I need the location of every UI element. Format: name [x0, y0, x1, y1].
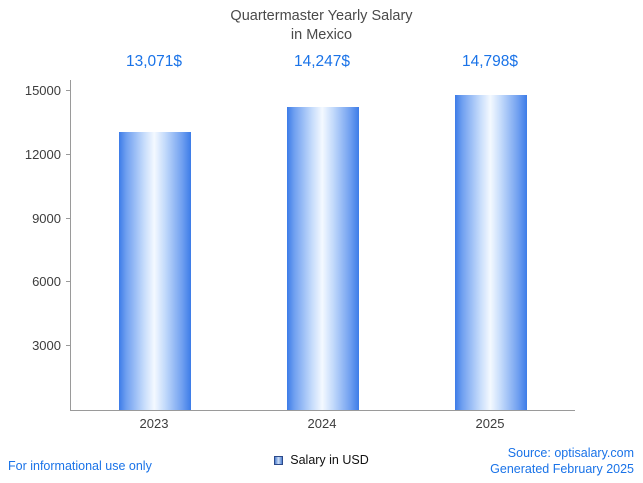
- y-tick-label: 3000: [32, 338, 61, 354]
- bar-value-label: 14,798$: [461, 53, 519, 70]
- disclaimer-text: For informational use only: [8, 459, 152, 473]
- y-tick-label: 9000: [32, 210, 61, 226]
- value-labels-row: 13,071$ 14,247$ 14,798$: [70, 53, 575, 75]
- chart-title: Quartermaster Yearly Salary in Mexico: [0, 7, 643, 45]
- bar-2025: [455, 95, 527, 410]
- y-tick-label: 12000: [24, 146, 61, 162]
- x-axis-label: 2024: [307, 416, 337, 431]
- legend-marker-icon: [274, 455, 284, 465]
- x-axis-label: 2025: [475, 416, 505, 431]
- bar-2023: [119, 132, 191, 410]
- y-tick-mark: [66, 345, 71, 347]
- bar-2024: [287, 107, 359, 410]
- bar-value-label: 14,247$: [293, 53, 351, 70]
- chart-title-line1: Quartermaster Yearly Salary: [230, 8, 413, 24]
- source-info: Source: optisalary.com Generated Februar…: [490, 446, 634, 477]
- y-tick-mark: [66, 90, 71, 91]
- legend-label: Salary in USD: [290, 453, 369, 467]
- y-tick-label: 15000: [24, 83, 61, 98]
- y-tick-mark: [66, 153, 71, 155]
- generated-date: Generated February 2025: [490, 461, 634, 476]
- y-tick-mark: [66, 281, 71, 283]
- chart-title-line2: in Mexico: [290, 27, 353, 44]
- y-tick-label: 6000: [32, 274, 61, 290]
- legend: Salary in USD: [0, 453, 643, 467]
- source-link[interactable]: Source: optisalary.com: [507, 446, 634, 460]
- x-axis-label: 2023: [139, 416, 169, 431]
- x-axis-labels: 2023 2024 2025: [70, 416, 575, 434]
- plot-area: 3000 6000 9000 12000 15000: [25, 80, 575, 411]
- y-tick-mark: [66, 217, 71, 219]
- bar-value-label: 13,071$: [125, 53, 183, 70]
